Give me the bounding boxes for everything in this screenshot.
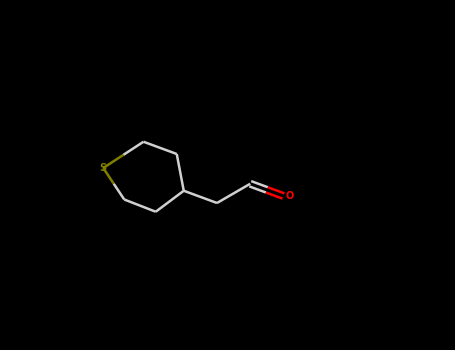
Text: O: O: [286, 191, 294, 201]
Text: S: S: [100, 163, 107, 173]
